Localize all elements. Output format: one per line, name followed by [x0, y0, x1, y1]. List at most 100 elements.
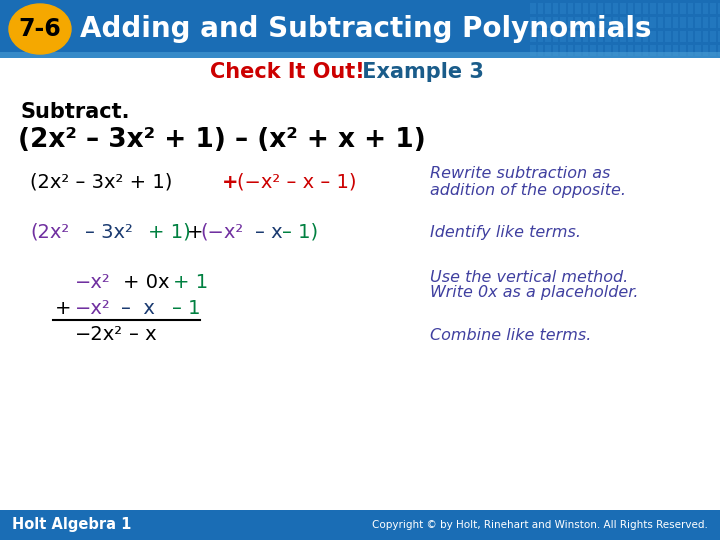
Text: Identify like terms.: Identify like terms.	[430, 225, 581, 240]
FancyBboxPatch shape	[620, 17, 626, 28]
FancyBboxPatch shape	[718, 45, 720, 56]
FancyBboxPatch shape	[657, 45, 663, 56]
FancyBboxPatch shape	[703, 3, 708, 14]
Text: – x: – x	[255, 222, 283, 241]
FancyBboxPatch shape	[688, 3, 693, 14]
FancyBboxPatch shape	[703, 17, 708, 28]
Text: – 1): – 1)	[282, 222, 318, 241]
FancyBboxPatch shape	[635, 31, 641, 42]
FancyBboxPatch shape	[642, 17, 648, 28]
FancyBboxPatch shape	[613, 31, 618, 42]
FancyBboxPatch shape	[680, 45, 685, 56]
FancyBboxPatch shape	[657, 31, 663, 42]
Ellipse shape	[9, 4, 71, 54]
Text: −x²: −x²	[75, 299, 111, 318]
FancyBboxPatch shape	[703, 45, 708, 56]
Text: (2x² – 3x² + 1): (2x² – 3x² + 1)	[30, 172, 172, 192]
FancyBboxPatch shape	[710, 45, 716, 56]
Text: – x: – x	[129, 326, 157, 345]
FancyBboxPatch shape	[530, 3, 536, 14]
FancyBboxPatch shape	[680, 17, 685, 28]
FancyBboxPatch shape	[650, 31, 655, 42]
Text: Copyright © by Holt, Rinehart and Winston. All Rights Reserved.: Copyright © by Holt, Rinehart and Winsto…	[372, 520, 708, 530]
Text: – 3x²: – 3x²	[85, 222, 133, 241]
Text: +: +	[222, 172, 238, 192]
FancyBboxPatch shape	[650, 17, 655, 28]
FancyBboxPatch shape	[567, 17, 573, 28]
Text: Write 0x as a placeholder.: Write 0x as a placeholder.	[430, 286, 639, 300]
FancyBboxPatch shape	[598, 31, 603, 42]
FancyBboxPatch shape	[628, 45, 633, 56]
FancyBboxPatch shape	[703, 31, 708, 42]
FancyBboxPatch shape	[672, 17, 678, 28]
Text: Holt Algebra 1: Holt Algebra 1	[12, 517, 131, 532]
FancyBboxPatch shape	[575, 17, 580, 28]
FancyBboxPatch shape	[582, 45, 588, 56]
FancyBboxPatch shape	[545, 17, 551, 28]
FancyBboxPatch shape	[710, 31, 716, 42]
FancyBboxPatch shape	[635, 3, 641, 14]
FancyBboxPatch shape	[545, 45, 551, 56]
FancyBboxPatch shape	[530, 31, 536, 42]
Text: Check It Out!: Check It Out!	[210, 62, 364, 82]
FancyBboxPatch shape	[710, 17, 716, 28]
FancyBboxPatch shape	[590, 3, 595, 14]
FancyBboxPatch shape	[680, 3, 685, 14]
FancyBboxPatch shape	[582, 17, 588, 28]
FancyBboxPatch shape	[688, 45, 693, 56]
Text: (−x²: (−x²	[200, 222, 243, 241]
FancyBboxPatch shape	[672, 31, 678, 42]
FancyBboxPatch shape	[642, 45, 648, 56]
FancyBboxPatch shape	[628, 3, 633, 14]
FancyBboxPatch shape	[560, 17, 565, 28]
Text: Adding and Subtracting Polynomials: Adding and Subtracting Polynomials	[80, 15, 652, 43]
FancyBboxPatch shape	[605, 31, 611, 42]
FancyBboxPatch shape	[567, 31, 573, 42]
FancyBboxPatch shape	[530, 17, 536, 28]
FancyBboxPatch shape	[552, 17, 558, 28]
Text: +: +	[55, 299, 71, 318]
FancyBboxPatch shape	[598, 17, 603, 28]
FancyBboxPatch shape	[718, 17, 720, 28]
FancyBboxPatch shape	[545, 3, 551, 14]
Text: (2x² – 3x² + 1) – (x² + x + 1): (2x² – 3x² + 1) – (x² + x + 1)	[18, 127, 426, 153]
FancyBboxPatch shape	[642, 31, 648, 42]
FancyBboxPatch shape	[605, 17, 611, 28]
Text: (2x²: (2x²	[30, 222, 69, 241]
FancyBboxPatch shape	[657, 17, 663, 28]
Text: 7-6: 7-6	[19, 17, 61, 41]
FancyBboxPatch shape	[560, 45, 565, 56]
FancyBboxPatch shape	[545, 31, 551, 42]
FancyBboxPatch shape	[598, 45, 603, 56]
FancyBboxPatch shape	[665, 45, 670, 56]
FancyBboxPatch shape	[0, 0, 720, 58]
Text: Combine like terms.: Combine like terms.	[430, 327, 591, 342]
FancyBboxPatch shape	[718, 3, 720, 14]
FancyBboxPatch shape	[672, 3, 678, 14]
FancyBboxPatch shape	[590, 31, 595, 42]
FancyBboxPatch shape	[635, 45, 641, 56]
FancyBboxPatch shape	[665, 31, 670, 42]
FancyBboxPatch shape	[530, 45, 536, 56]
FancyBboxPatch shape	[628, 17, 633, 28]
FancyBboxPatch shape	[665, 3, 670, 14]
FancyBboxPatch shape	[613, 3, 618, 14]
FancyBboxPatch shape	[695, 17, 701, 28]
FancyBboxPatch shape	[552, 3, 558, 14]
FancyBboxPatch shape	[695, 3, 701, 14]
FancyBboxPatch shape	[575, 3, 580, 14]
FancyBboxPatch shape	[620, 3, 626, 14]
FancyBboxPatch shape	[605, 45, 611, 56]
FancyBboxPatch shape	[695, 31, 701, 42]
FancyBboxPatch shape	[560, 3, 565, 14]
FancyBboxPatch shape	[0, 52, 720, 58]
FancyBboxPatch shape	[672, 45, 678, 56]
FancyBboxPatch shape	[620, 31, 626, 42]
FancyBboxPatch shape	[665, 17, 670, 28]
FancyBboxPatch shape	[538, 3, 543, 14]
Text: −2x²: −2x²	[75, 326, 123, 345]
FancyBboxPatch shape	[598, 3, 603, 14]
Text: Use the vertical method.: Use the vertical method.	[430, 269, 629, 285]
Text: (−x² – x – 1): (−x² – x – 1)	[237, 172, 356, 192]
FancyBboxPatch shape	[695, 45, 701, 56]
